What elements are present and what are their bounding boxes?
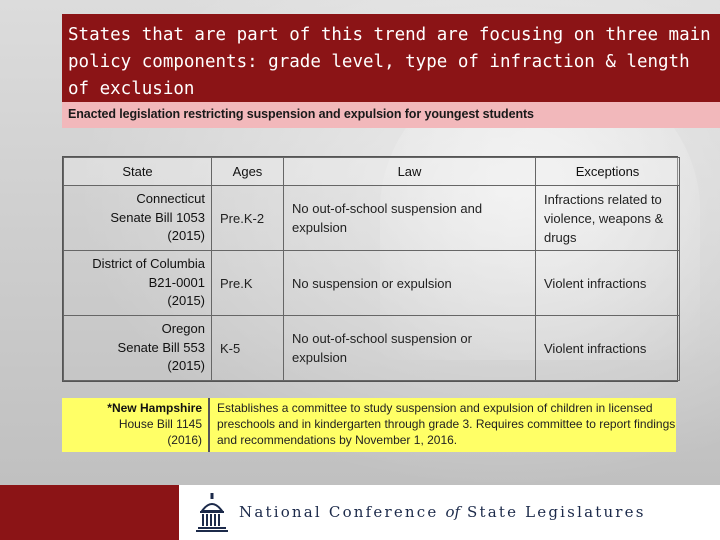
law-cell: No suspension or expulsion [283, 250, 536, 316]
capitol-dome-icon [196, 493, 228, 532]
header-ages: Ages [211, 157, 284, 186]
legislation-table: State Ages Law Exceptions Connecticut Se… [62, 156, 680, 382]
bill-number: Senate Bill 1053 [110, 209, 205, 225]
org-name-part2: State Legislatures [467, 503, 646, 521]
state-cell: Connecticut Senate Bill 1053 (2015) [63, 185, 212, 251]
new-hampshire-label: *New Hampshire House Bill 1145 (2016) [62, 398, 210, 452]
exceptions-cell: Violent infractions [535, 250, 680, 316]
table-header-row: State Ages Law Exceptions [63, 157, 680, 186]
exceptions-cell: Infractions related to violence, weapons… [535, 185, 680, 251]
header-state: State [63, 157, 212, 186]
nh-bill-number: House Bill 1145 [118, 417, 202, 431]
footer-org-name: National Conference of State Legislature… [239, 503, 646, 521]
nh-bill-year: (2016) [167, 433, 202, 447]
header-exceptions: Exceptions [535, 157, 680, 186]
table-row: District of Columbia B21-0001 (2015) Pre… [63, 250, 680, 316]
exceptions-cell: Violent infractions [535, 315, 680, 381]
footer-bar: National Conference of State Legislature… [0, 485, 720, 540]
state-cell: Oregon Senate Bill 553 (2015) [63, 315, 212, 381]
bill-year: (2015) [167, 358, 205, 374]
ages-cell: Pre.K [211, 250, 284, 316]
footer-logo-area: National Conference of State Legislature… [179, 485, 720, 540]
nh-state-name: *New Hampshire [107, 401, 202, 415]
law-cell: No out-of-school suspension or expulsion [283, 315, 536, 381]
state-name: Connecticut [136, 191, 205, 207]
state-name: District of Columbia [92, 256, 205, 272]
header-law: Law [283, 157, 536, 186]
table-row: Oregon Senate Bill 553 (2015) K-5 No out… [63, 315, 680, 381]
slide-title: States that are part of this trend are f… [68, 25, 711, 99]
law-cell: No out-of-school suspension and expulsio… [283, 185, 536, 251]
bill-year: (2015) [167, 293, 205, 309]
state-cell: District of Columbia B21-0001 (2015) [63, 250, 212, 316]
title-band: States that are part of this trend are f… [62, 14, 720, 102]
slide-subtitle: Enacted legislation restricting suspensi… [68, 107, 534, 121]
org-name-of: of [445, 503, 461, 521]
ages-cell: K-5 [211, 315, 284, 381]
ages-cell: Pre.K-2 [211, 185, 284, 251]
table-row: Connecticut Senate Bill 1053 (2015) Pre.… [63, 185, 680, 251]
state-name: Oregon [161, 321, 205, 337]
subtitle-band: Enacted legislation restricting suspensi… [62, 102, 720, 128]
bill-number: Senate Bill 553 [117, 339, 205, 355]
bill-number: B21-0001 [148, 274, 205, 290]
org-name-part1: National Conference [239, 503, 439, 521]
bill-year: (2015) [167, 228, 205, 244]
new-hampshire-description: Establishes a committee to study suspens… [210, 398, 676, 452]
